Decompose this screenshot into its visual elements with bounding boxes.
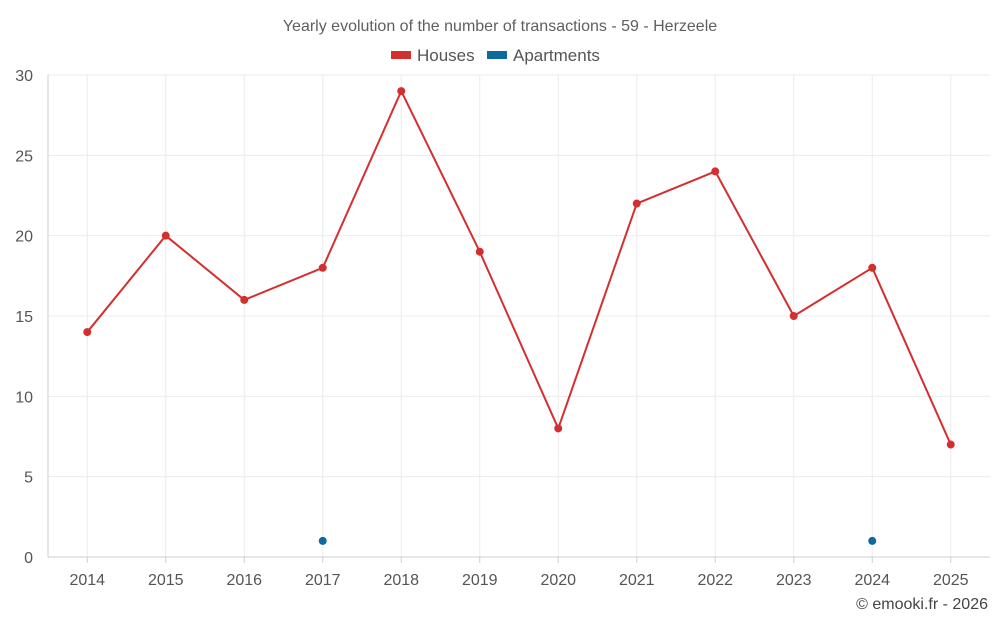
data-point-houses[interactable] [475,247,484,256]
data-point-houses[interactable] [83,328,92,337]
data-point-houses[interactable] [318,263,327,272]
legend-apartments-swatch[interactable] [487,51,507,59]
series-line-houses [86,90,952,445]
x-tick-label: 2014 [69,572,105,589]
y-tick-label: 20 [15,229,33,246]
data-point-houses[interactable] [240,295,249,304]
x-tick-label: 2025 [933,572,969,589]
legend-houses-swatch[interactable] [391,51,411,59]
x-tick-label: 2017 [305,572,341,589]
data-point-houses[interactable] [161,231,170,240]
legend: Houses Apartments [391,46,600,65]
x-tick-label: 2019 [462,572,498,589]
data-point-houses[interactable] [789,312,798,320]
x-tick-label: 2022 [697,572,733,589]
y-tick-label: 10 [15,389,33,406]
x-tick-label: 2020 [540,572,576,589]
data-point-apartments[interactable] [318,536,327,545]
y-tick-label: 25 [15,148,33,165]
x-tick-label: 2016 [226,572,262,589]
x-tick-label: 2024 [854,572,890,589]
x-tick-label: 2018 [383,572,419,589]
legend-apartments-label[interactable]: Apartments [513,46,600,65]
legend-houses-label[interactable]: Houses [417,46,475,65]
x-tick-label: 2023 [776,572,812,589]
chart-title: Yearly evolution of the number of transa… [283,18,717,35]
x-tick-label: 2021 [619,572,655,589]
data-point-houses[interactable] [946,440,955,449]
y-tick-label: 30 [15,68,33,85]
grid [48,74,990,557]
data-point-houses[interactable] [632,199,641,208]
y-tick-label: 5 [24,470,33,487]
x-tick-label: 2015 [148,572,184,589]
data-point-apartments[interactable] [868,536,877,545]
credit-text: © emooki.fr - 2026 [856,596,988,613]
data-point-houses[interactable] [397,87,406,96]
y-tick-label: 0 [24,550,33,567]
data-point-houses[interactable] [711,167,720,176]
y-tick-label: 15 [15,309,33,326]
series [83,87,955,545]
data-point-houses[interactable] [868,263,877,272]
data-point-houses[interactable] [554,424,563,433]
